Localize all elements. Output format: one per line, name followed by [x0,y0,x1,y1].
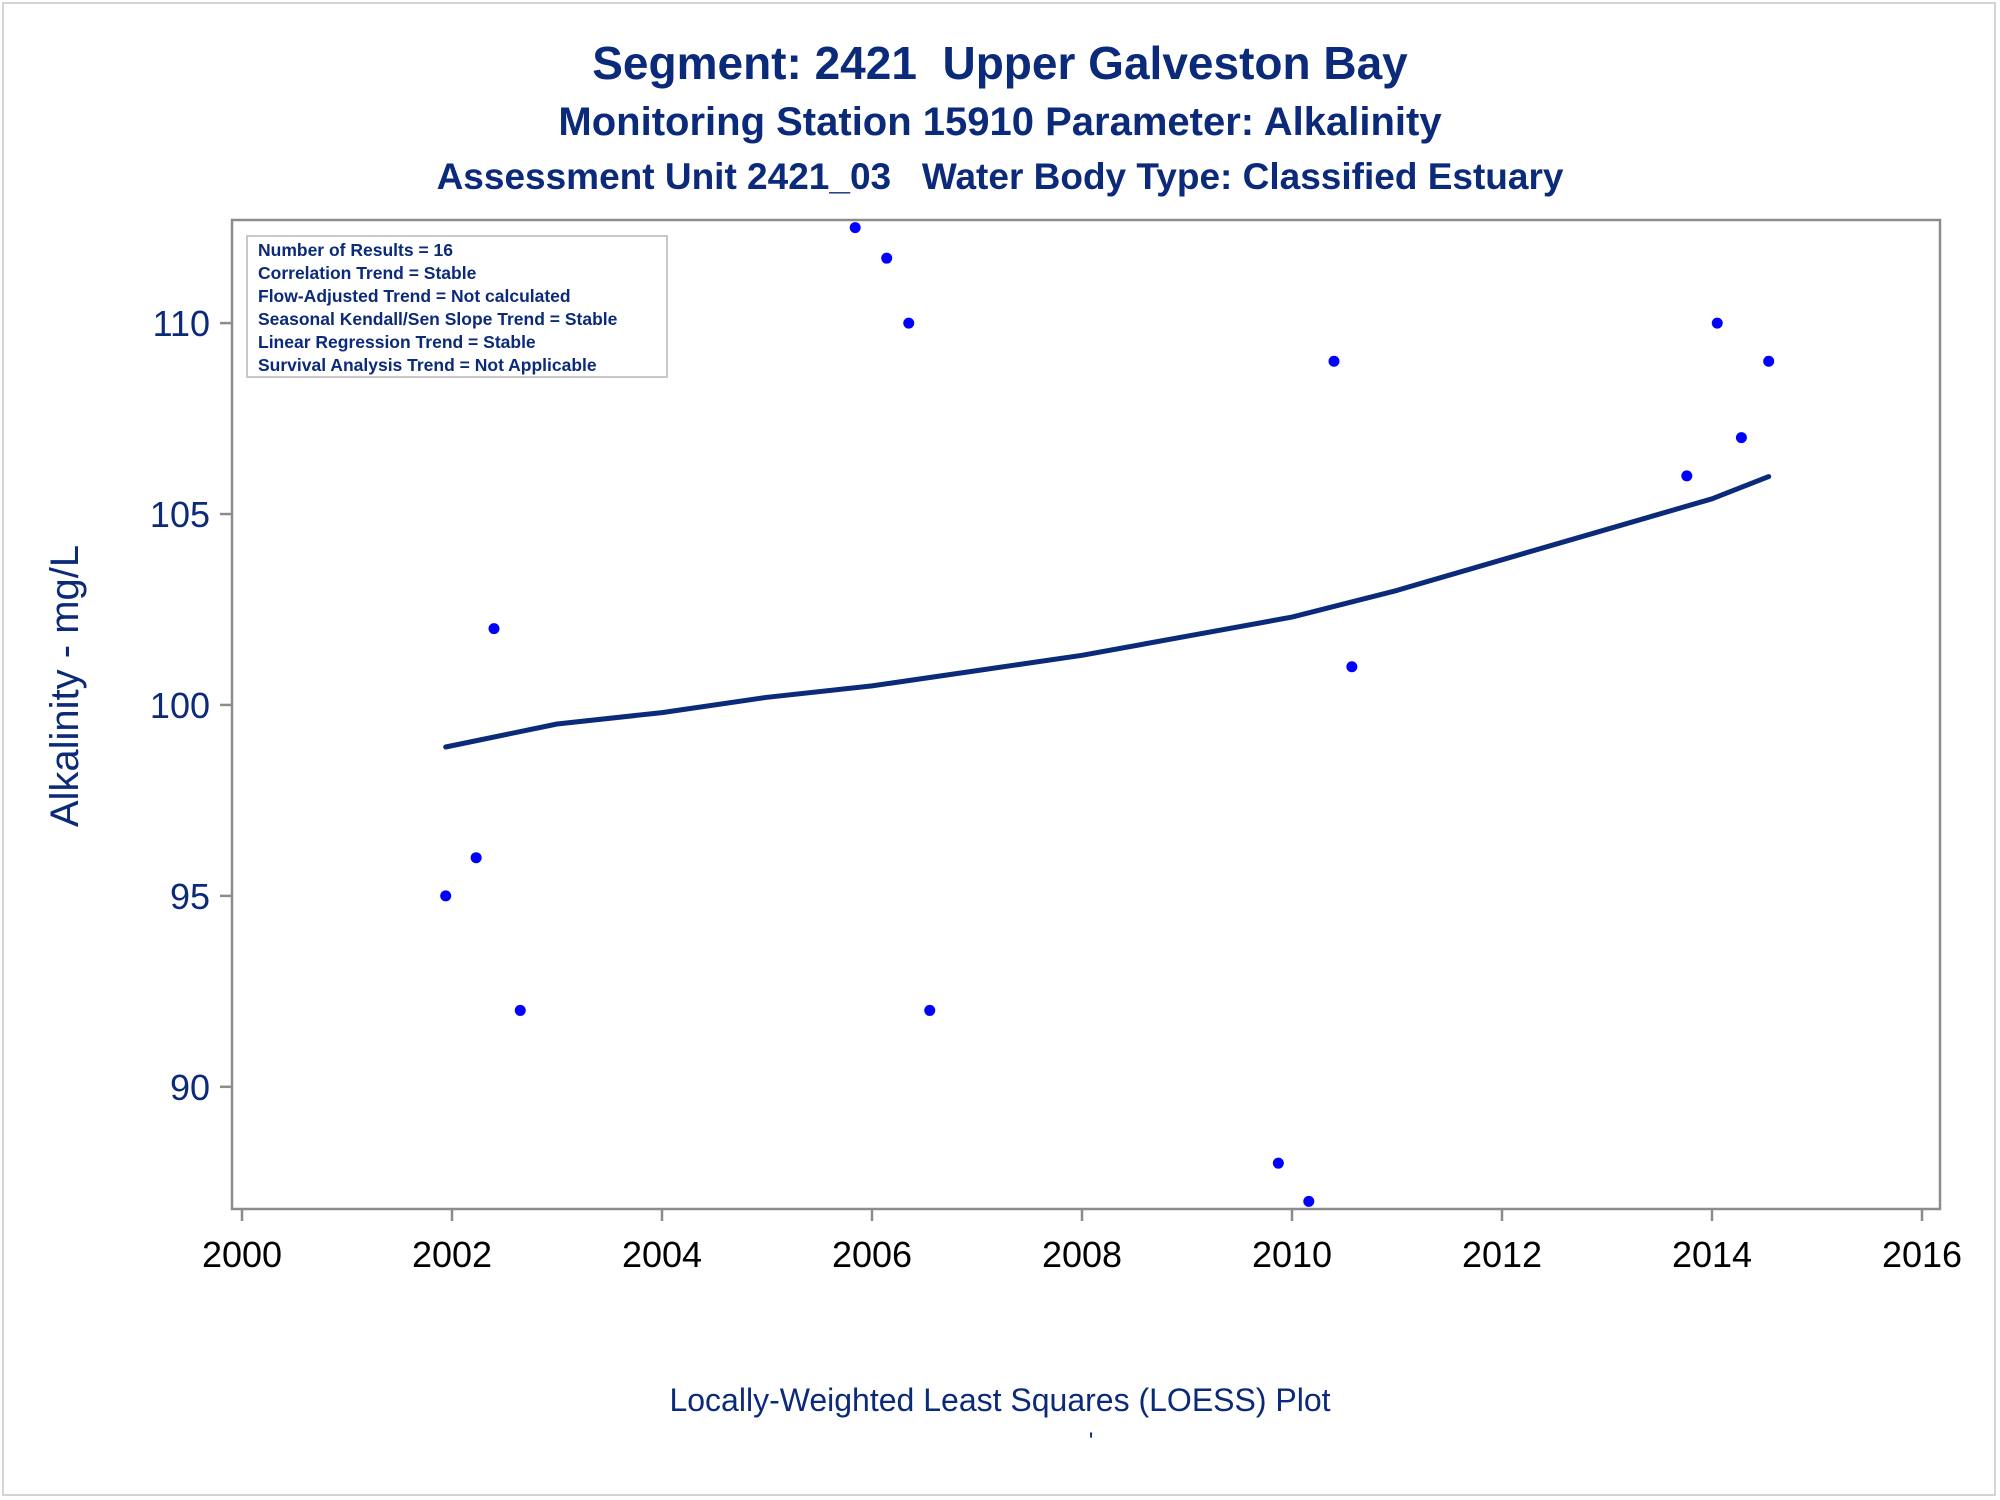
y-tick-label: 95 [170,876,210,917]
plot-area [230,218,1942,1211]
footnote-mark: ' [1088,1428,1094,1455]
stats-line: Flow-Adjusted Trend = Not calculated [258,286,571,306]
x-tick-label: 2010 [1252,1234,1332,1275]
x-tick-label: 2012 [1462,1234,1542,1275]
stats-line: Survival Analysis Trend = Not Applicable [258,355,597,375]
y-tick-label: 105 [150,494,210,535]
y-tick-label: 100 [150,685,210,726]
data-point [1328,355,1340,367]
data-point [514,1004,526,1016]
x-axis: 2000 2002 2004 2006 2008 2010 2012 2014 2016 [202,1209,1962,1275]
chart-subtitle: Monitoring Station 15910 Parameter: Alka… [558,100,1442,144]
stats-box-border [246,235,668,378]
data-point [903,317,915,329]
footnote: Locally-Weighted Least Squares (LOESS) P… [669,1382,1331,1418]
y-axis-title: Alkalinity - mg/L [43,545,87,827]
loess-line [443,474,1772,750]
data-point [440,890,452,902]
stats-box: Number of Results = 16 Correlation Trend … [246,235,668,378]
x-tick-label: 2008 [1042,1234,1122,1275]
x-tick-label: 2000 [202,1234,282,1275]
stats-line: Linear Regression Trend = Stable [258,332,536,352]
data-point [1735,432,1747,444]
data-point [1272,1157,1284,1169]
data-point [1763,355,1775,367]
data-point [488,623,500,635]
data-point [881,252,893,264]
data-point [924,1004,936,1016]
data-point [1346,661,1358,673]
data-point [849,222,861,234]
loess-layer [443,474,1772,750]
stats-line: Correlation Trend = Stable [258,263,477,283]
chart-subtitle-2: Assessment Unit 2421_03 Water Body Type:… [436,156,1564,197]
chart-title: Segment: 2421 Upper Galveston Bay [592,37,1408,89]
points-layer [440,222,1775,1207]
stats-line: Number of Results = 16 [258,240,453,260]
y-tick-label: 90 [170,1067,210,1108]
x-tick-label: 2016 [1882,1234,1962,1275]
data-point [1303,1195,1315,1207]
x-tick-label: 2004 [622,1234,702,1275]
y-axis: 90 95 100 105 110 [150,303,232,1108]
x-tick-label: 2002 [412,1234,492,1275]
x-tick-label: 2014 [1672,1234,1752,1275]
y-tick-label: 110 [153,303,210,344]
stats-line: Seasonal Kendall/Sen Slope Trend = Stabl… [258,309,618,329]
x-tick-label: 2006 [832,1234,912,1275]
data-point [1711,317,1723,329]
data-point [1681,470,1693,482]
data-point [470,852,482,864]
